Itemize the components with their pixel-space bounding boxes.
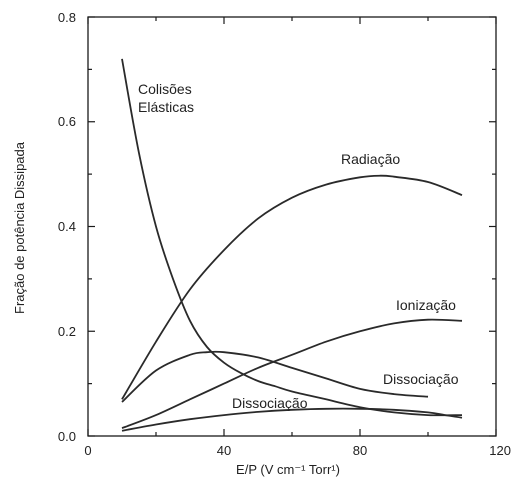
x-tick-label: 40 [217, 443, 231, 458]
annotation-dissociation-lower: Dissociação [232, 395, 308, 411]
x-tick-label: 0 [84, 443, 91, 458]
axis-ticks [87, 16, 497, 437]
y-axis-title: Fração de potência Dissipada [12, 141, 27, 314]
curves [121, 58, 463, 432]
annotation-radiation: Radiação [341, 151, 400, 167]
annotation-dissociation-upper: Dissociação [383, 371, 459, 387]
series-line-dissociacao [121, 350, 429, 403]
x-tick-label: 120 [489, 443, 511, 458]
y-tick-label: 0.4 [58, 219, 76, 234]
y-tick-label: 0.0 [58, 429, 76, 444]
series-line-radiacao [121, 174, 463, 400]
x-axis-title: E/P (V cm⁻¹ Torr¹) [236, 462, 340, 477]
annotation-elastic-line2: Elásticas [138, 99, 194, 115]
series-line-ionizacao [121, 318, 463, 429]
y-tick-label: 0.8 [58, 10, 76, 25]
x-tick-label: 80 [353, 443, 367, 458]
y-tick-label: 0.2 [58, 324, 76, 339]
annotation-ionization: Ionização [396, 297, 456, 313]
y-tick-label: 0.6 [58, 114, 76, 129]
series-line-dissociacao-2 [121, 407, 463, 432]
annotation-elastic-line1: Colisões [138, 81, 192, 97]
